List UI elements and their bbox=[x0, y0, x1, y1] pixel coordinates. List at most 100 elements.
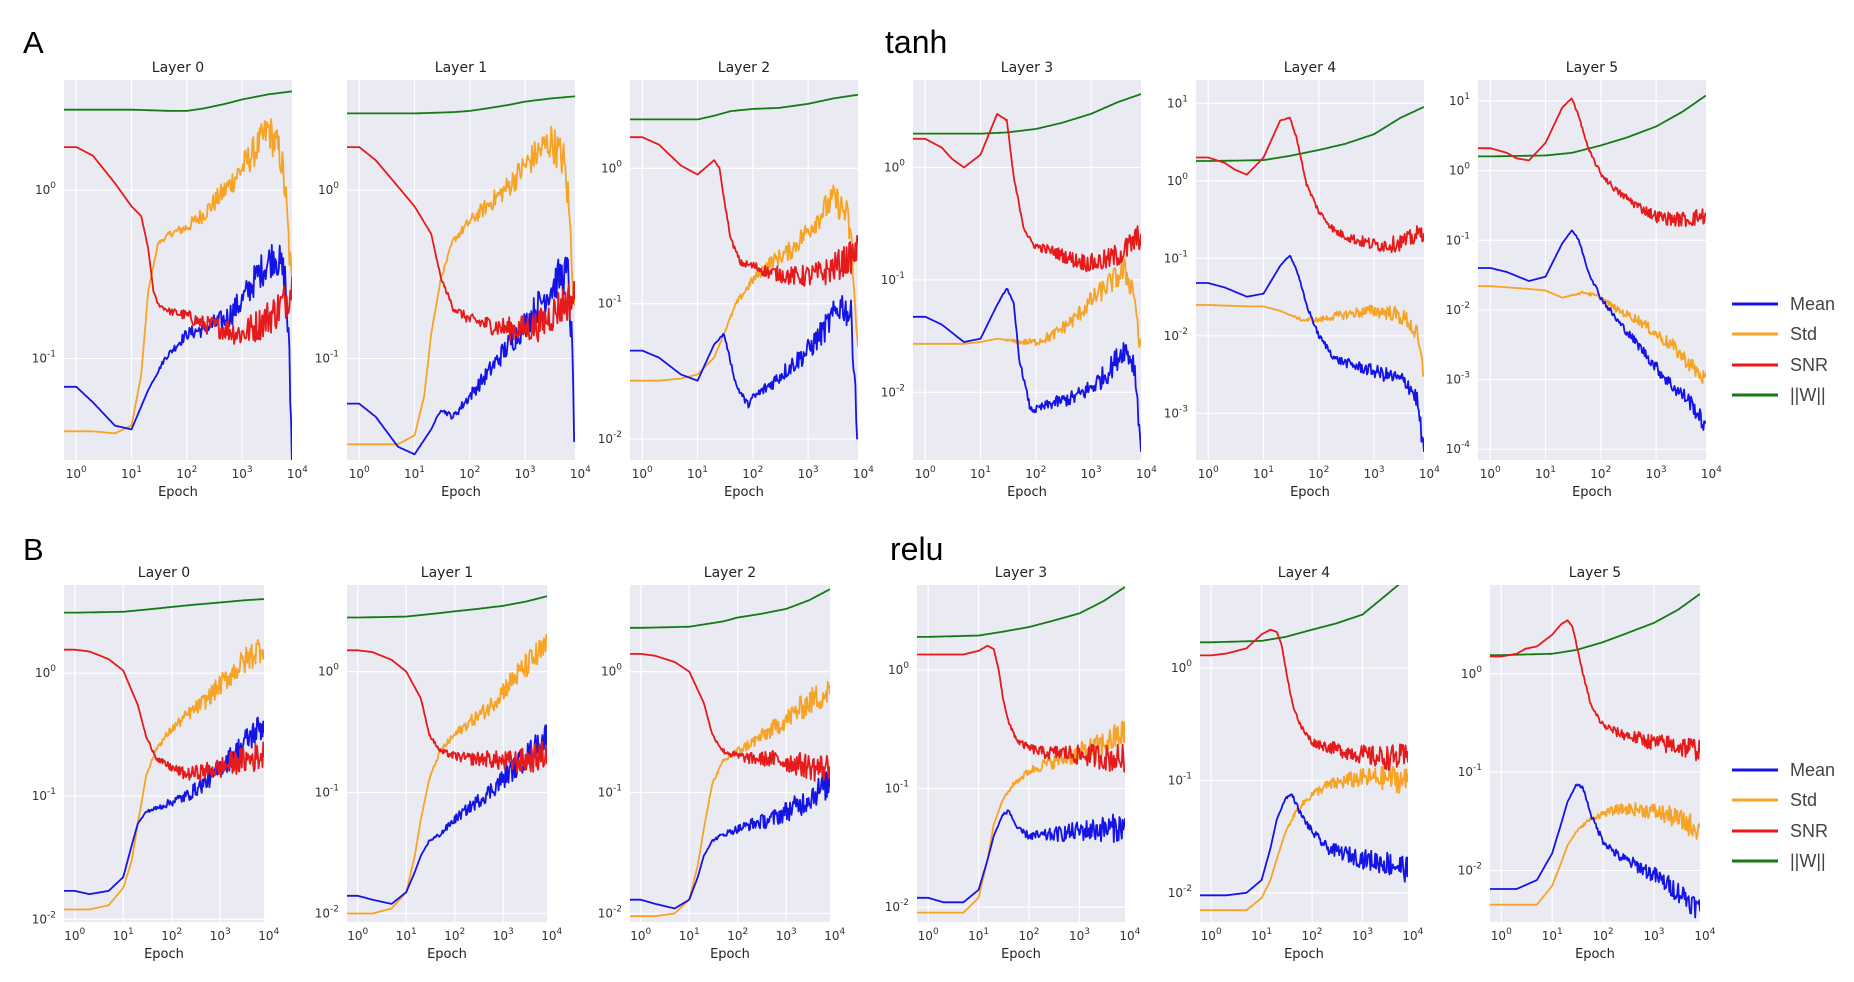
x-axis-label: Epoch bbox=[710, 947, 750, 962]
y-tick-label: 10-1 bbox=[881, 271, 905, 287]
chart-title: Layer 3 bbox=[995, 565, 1047, 581]
series-line-mean bbox=[630, 771, 830, 910]
x-axis-label: Epoch bbox=[427, 947, 467, 962]
x-tick-label: 101 bbox=[1253, 465, 1274, 481]
y-tick-label: 101 bbox=[1449, 92, 1470, 108]
y-tick-label: 10-2 bbox=[1458, 862, 1482, 878]
x-tick-label: 102 bbox=[742, 465, 763, 481]
chart-title: Layer 2 bbox=[704, 565, 756, 581]
x-tick-label: 102 bbox=[1025, 465, 1046, 481]
legend-b-mean-label: Mean bbox=[1790, 760, 1835, 780]
series-line-weight-norm bbox=[64, 598, 264, 614]
y-tick-label: 10-1 bbox=[1168, 772, 1192, 788]
x-tick-label: 102 bbox=[727, 927, 748, 943]
x-tick-label: 100 bbox=[632, 465, 653, 481]
y-tick-label: 100 bbox=[1461, 665, 1482, 681]
y-tick-label: 10-1 bbox=[598, 295, 622, 311]
x-tick-label: 104 bbox=[541, 927, 562, 943]
series-line-std bbox=[347, 125, 575, 446]
series-line-mean bbox=[64, 244, 292, 460]
y-tick-label: 10-1 bbox=[1458, 763, 1482, 779]
y-tick-label: 10-2 bbox=[1168, 884, 1192, 900]
series-line-snr bbox=[347, 649, 547, 774]
y-tick-label: 100 bbox=[318, 181, 339, 197]
y-tick-label: 10-2 bbox=[1164, 327, 1188, 343]
series-line-std bbox=[913, 258, 1141, 349]
series-line-snr bbox=[1478, 97, 1706, 228]
series-line-std bbox=[1196, 304, 1424, 377]
x-tick-label: 100 bbox=[1201, 927, 1222, 943]
y-tick-label: 100 bbox=[884, 158, 905, 174]
plot-area bbox=[913, 80, 1141, 460]
series-line-mean bbox=[347, 256, 575, 456]
y-tick-label: 10-1 bbox=[32, 350, 56, 366]
x-tick-label: 102 bbox=[1308, 465, 1329, 481]
x-tick-label: 103 bbox=[776, 927, 797, 943]
series-line-std bbox=[1200, 765, 1408, 912]
y-tick-label: 10-3 bbox=[1164, 404, 1188, 420]
series-line-mean bbox=[917, 809, 1125, 904]
x-tick-label: 101 bbox=[121, 465, 142, 481]
x-tick-label: 100 bbox=[915, 465, 936, 481]
chart-a-layer-4: 100 101 102 103 104 10-3 10-2 10-1 100 101 Layer 4… bbox=[1164, 60, 1440, 500]
series-line-weight-norm bbox=[630, 93, 858, 121]
series-line-snr bbox=[347, 146, 575, 343]
x-tick-label: 101 bbox=[1251, 927, 1272, 943]
chart-b-layer-1: 100 101 102 103 104 10-2 10-1 100 Layer 1 Epoch bbox=[315, 565, 563, 962]
series-line-mean bbox=[1478, 229, 1706, 431]
y-tick-label: 10-4 bbox=[1446, 440, 1471, 456]
x-axis-label: Epoch bbox=[1007, 485, 1047, 500]
series-line-mean bbox=[347, 724, 547, 905]
x-axis-label: Epoch bbox=[1290, 485, 1330, 500]
x-tick-label: 104 bbox=[1694, 927, 1715, 943]
x-tick-label: 103 bbox=[515, 465, 536, 481]
y-tick-label: 10-2 bbox=[1446, 301, 1470, 317]
y-tick-label: 10-2 bbox=[598, 904, 622, 920]
chart-title: Layer 5 bbox=[1566, 60, 1618, 76]
series-line-weight-norm bbox=[64, 90, 292, 112]
legend-a-mean-label: Mean bbox=[1790, 294, 1835, 314]
x-tick-label: 101 bbox=[1535, 465, 1556, 481]
activation-label-tanh: tanh bbox=[885, 24, 947, 60]
series-line-mean bbox=[1196, 254, 1424, 452]
chart-b-layer-0: 100 101 102 103 104 10-2 10-1 100 Layer 0 Epoch bbox=[32, 565, 280, 962]
legend-b-snr-label: SNR bbox=[1790, 821, 1828, 841]
x-tick-label: 104 bbox=[853, 465, 874, 481]
y-tick-label: 10-1 bbox=[1164, 249, 1188, 265]
y-tick-label: 100 bbox=[318, 663, 339, 679]
y-tick-label: 10-2 bbox=[885, 898, 909, 914]
series-line-std bbox=[630, 184, 858, 382]
series-line-weight-norm bbox=[913, 93, 1141, 135]
series-line-weight-norm bbox=[917, 586, 1125, 638]
chart-a-layer-0: 100 101 102 103 104 10-1 100 Layer 0 Epoch bbox=[32, 60, 308, 500]
chart-title: Layer 5 bbox=[1569, 565, 1621, 581]
series-line-snr bbox=[630, 653, 830, 782]
chart-a-layer-3: 100 101 102 103 104 10-2 10-1 100 Layer 3 Epoch bbox=[881, 60, 1157, 500]
y-tick-label: 100 bbox=[35, 664, 56, 680]
chart-a-layer-1: 100 101 102 103 104 10-1 100 Layer 1 Epoch bbox=[315, 60, 591, 500]
x-tick-label: 103 bbox=[232, 465, 253, 481]
y-tick-label: 100 bbox=[1167, 172, 1188, 188]
legend-b-std-label: Std bbox=[1790, 790, 1817, 810]
y-tick-label: 100 bbox=[888, 661, 909, 677]
x-tick-label: 100 bbox=[1491, 927, 1512, 943]
chart-title: Layer 1 bbox=[421, 565, 473, 581]
x-tick-label: 103 bbox=[1069, 927, 1090, 943]
x-tick-label: 104 bbox=[1419, 465, 1440, 481]
panel-label-b: B bbox=[23, 532, 44, 567]
x-tick-label: 101 bbox=[404, 465, 425, 481]
x-tick-label: 100 bbox=[349, 465, 370, 481]
plot-area bbox=[1200, 585, 1408, 922]
x-tick-label: 104 bbox=[570, 465, 591, 481]
chart-title: Layer 4 bbox=[1284, 60, 1336, 76]
x-tick-label: 102 bbox=[1593, 927, 1614, 943]
x-tick-label: 100 bbox=[918, 927, 939, 943]
x-tick-label: 102 bbox=[459, 465, 480, 481]
x-axis-label: Epoch bbox=[1001, 947, 1041, 962]
x-axis-label: Epoch bbox=[158, 485, 198, 500]
x-tick-label: 100 bbox=[1480, 465, 1501, 481]
series-line-mean bbox=[1200, 793, 1408, 897]
x-tick-label: 104 bbox=[258, 927, 279, 943]
chart-title: Layer 4 bbox=[1278, 565, 1330, 581]
x-tick-label: 101 bbox=[970, 465, 991, 481]
